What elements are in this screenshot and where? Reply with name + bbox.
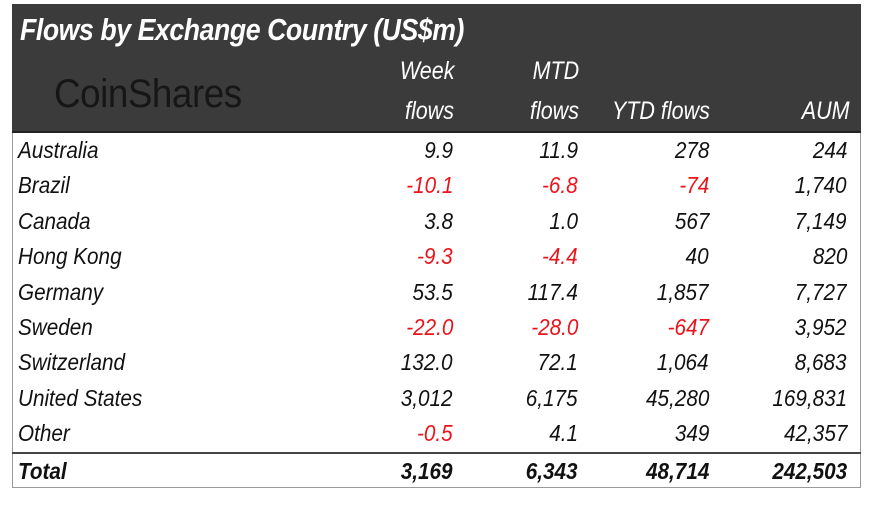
table-row: Australia 9.9 11.9 278 244 bbox=[12, 133, 861, 168]
country-name: Canada bbox=[18, 207, 91, 234]
header-ytd: YTD flows bbox=[612, 97, 710, 125]
country-name: Other bbox=[18, 420, 70, 447]
header-mtd-line1: MTD bbox=[532, 57, 579, 85]
table-header: Flows by Exchange Country (US$m) CoinSha… bbox=[12, 4, 861, 133]
ytd-flows-value: 1,857 bbox=[657, 278, 709, 305]
country-name: Brazil bbox=[18, 172, 70, 199]
country-name: United States bbox=[18, 384, 143, 411]
ytd-flows-value: 45,280 bbox=[645, 384, 709, 411]
ytd-flows-value: 567 bbox=[674, 207, 709, 234]
ytd-flows-value: 278 bbox=[674, 137, 709, 163]
mtd-flows-value: 11.9 bbox=[539, 137, 578, 163]
table-title: Flows by Exchange Country (US$m) bbox=[20, 12, 464, 47]
mtd-flows-value: 6,175 bbox=[526, 384, 578, 411]
mtd-flows-value: 4.1 bbox=[549, 420, 578, 447]
aum-value: 8,683 bbox=[795, 349, 847, 376]
country-name: Australia bbox=[18, 137, 99, 163]
week-flows-value: 132.0 bbox=[401, 349, 453, 376]
aum-value: 244 bbox=[812, 137, 847, 163]
ytd-flows-value: -647 bbox=[667, 314, 709, 340]
ytd-flows-value: 349 bbox=[674, 420, 709, 447]
week-flows-value: -22.0 bbox=[405, 314, 453, 340]
table-row: Switzerland 132.0 72.1 1,064 8,683 bbox=[12, 345, 861, 380]
ytd-flows-value: 1,064 bbox=[657, 349, 709, 376]
mtd-flows-value: -6.8 bbox=[542, 172, 578, 199]
aum-value: 820 bbox=[812, 243, 847, 270]
country-name: Switzerland bbox=[18, 349, 126, 376]
mtd-flows-value: -4.4 bbox=[542, 243, 578, 270]
mtd-flows-value: 1.0 bbox=[549, 207, 578, 234]
aum-value: 169,831 bbox=[772, 384, 847, 411]
ytd-flows-value: 40 bbox=[685, 243, 709, 270]
table-row: Other -0.5 4.1 349 42,357 bbox=[12, 416, 861, 451]
week-flows-value: -0.5 bbox=[417, 420, 453, 447]
aum-value: 242,503 bbox=[772, 458, 847, 484]
week-flows-value: -10.1 bbox=[405, 172, 453, 199]
table-row: Canada 3.8 1.0 567 7,149 bbox=[12, 204, 861, 239]
table-row: Sweden -22.0 -28.0 -647 3,952 bbox=[12, 310, 861, 345]
country-name: Germany bbox=[18, 278, 104, 305]
aum-value: 42,357 bbox=[783, 420, 847, 447]
week-flows-value: -9.3 bbox=[417, 243, 453, 270]
country-name: Hong Kong bbox=[18, 243, 122, 270]
header-week-line2: flows bbox=[405, 97, 454, 125]
aum-value: 7,727 bbox=[795, 278, 847, 305]
ytd-flows-value: -74 bbox=[679, 172, 709, 199]
total-row: Total 3,169 6,343 48,714 242,503 bbox=[12, 454, 861, 489]
header-week-line1: Week bbox=[399, 57, 454, 85]
table-row: United States 3,012 6,175 45,280 169,831 bbox=[12, 381, 861, 416]
country-name: Sweden bbox=[18, 314, 93, 340]
week-flows-value: 3,012 bbox=[401, 384, 453, 411]
header-aum: AUM bbox=[802, 97, 850, 125]
mtd-flows-value: 117.4 bbox=[527, 278, 578, 305]
table-row: Brazil -10.1 -6.8 -74 1,740 bbox=[12, 168, 861, 203]
table-row: Hong Kong -9.3 -4.4 40 820 bbox=[12, 239, 861, 274]
mtd-flows-value: 6,343 bbox=[526, 458, 578, 484]
coinshares-logo: CoinShares bbox=[54, 72, 242, 116]
total-divider bbox=[12, 452, 861, 454]
aum-value: 7,149 bbox=[795, 207, 847, 234]
table-row: Germany 53.5 117.4 1,857 7,727 bbox=[12, 275, 861, 310]
week-flows-value: 53.5 bbox=[412, 278, 453, 305]
mtd-flows-value: -28.0 bbox=[530, 314, 578, 340]
country-name: Total bbox=[18, 458, 67, 484]
aum-value: 3,952 bbox=[795, 314, 847, 340]
week-flows-value: 3.8 bbox=[424, 207, 453, 234]
ytd-flows-value: 48,714 bbox=[645, 458, 709, 484]
header-mtd-line2: flows bbox=[530, 97, 579, 125]
week-flows-value: 3,169 bbox=[401, 458, 453, 484]
mtd-flows-value: 72.1 bbox=[537, 349, 578, 376]
week-flows-value: 9.9 bbox=[424, 137, 453, 163]
aum-value: 1,740 bbox=[795, 172, 847, 199]
